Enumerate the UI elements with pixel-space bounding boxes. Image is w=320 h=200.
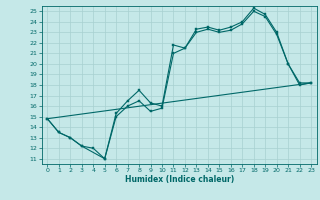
X-axis label: Humidex (Indice chaleur): Humidex (Indice chaleur): [124, 175, 234, 184]
